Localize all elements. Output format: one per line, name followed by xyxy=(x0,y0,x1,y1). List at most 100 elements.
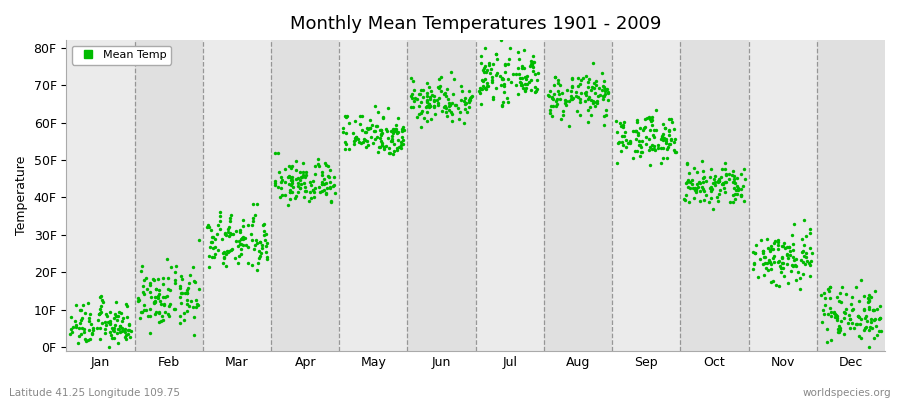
Point xyxy=(205,239,220,245)
Point xyxy=(870,306,885,312)
Point xyxy=(218,230,232,237)
Point xyxy=(734,192,749,198)
Point xyxy=(152,291,166,298)
Point xyxy=(406,104,420,110)
Point xyxy=(719,171,733,177)
Point xyxy=(151,294,166,301)
Point xyxy=(668,149,682,156)
Point xyxy=(328,190,342,197)
Point xyxy=(712,178,726,184)
Point xyxy=(410,114,424,120)
Point xyxy=(359,128,374,135)
Point xyxy=(843,325,858,331)
Point xyxy=(454,97,468,104)
Point xyxy=(830,317,844,324)
Point xyxy=(354,140,368,146)
Point xyxy=(544,113,559,120)
Point xyxy=(864,316,878,322)
Point xyxy=(788,262,803,268)
Point xyxy=(317,176,331,182)
Point xyxy=(772,258,787,264)
Point xyxy=(92,311,106,318)
Point xyxy=(763,266,778,272)
Point xyxy=(297,179,311,186)
Point xyxy=(717,178,732,185)
Point xyxy=(440,95,454,102)
Point xyxy=(551,80,565,86)
Point xyxy=(294,174,309,181)
Point xyxy=(599,112,614,118)
Point xyxy=(245,222,259,228)
Point xyxy=(857,293,871,299)
Point xyxy=(490,56,504,62)
Point xyxy=(374,137,388,144)
Point xyxy=(174,273,188,279)
Point xyxy=(224,246,238,252)
Point xyxy=(767,253,781,259)
Point xyxy=(122,322,136,328)
Point xyxy=(802,260,816,266)
Point xyxy=(688,186,703,193)
Point xyxy=(814,292,828,298)
Point xyxy=(193,286,207,292)
Point xyxy=(628,128,643,134)
Point xyxy=(623,140,637,146)
Point xyxy=(169,263,184,269)
Point xyxy=(289,158,303,164)
Point xyxy=(319,190,333,196)
Point xyxy=(685,177,699,184)
Point xyxy=(256,222,271,228)
Point xyxy=(427,97,441,103)
Point xyxy=(727,173,742,179)
Point xyxy=(107,335,122,342)
Point xyxy=(434,87,448,94)
Point xyxy=(386,126,400,132)
Point xyxy=(148,311,162,317)
Point xyxy=(597,93,611,99)
Point xyxy=(446,91,461,97)
Point xyxy=(235,222,249,229)
Point xyxy=(423,102,437,109)
Point xyxy=(572,95,587,102)
Point xyxy=(308,171,322,177)
Point xyxy=(404,91,419,97)
Point xyxy=(412,91,427,98)
Point xyxy=(570,108,584,114)
Point xyxy=(278,192,293,198)
Point xyxy=(110,317,124,323)
Point xyxy=(168,269,183,276)
Point xyxy=(549,103,563,110)
Point xyxy=(178,290,193,296)
Point xyxy=(381,134,395,141)
Point xyxy=(116,314,130,321)
Point xyxy=(727,180,742,186)
Point xyxy=(737,197,751,204)
Point xyxy=(152,319,166,326)
Point xyxy=(633,142,647,148)
Point xyxy=(680,178,694,185)
Point xyxy=(761,245,776,252)
Point xyxy=(327,174,341,180)
Point xyxy=(582,94,597,100)
Point xyxy=(495,103,509,109)
Point xyxy=(386,150,400,157)
Point xyxy=(480,80,494,86)
Point xyxy=(643,162,657,168)
Point xyxy=(609,160,624,166)
Point xyxy=(250,240,265,246)
Point xyxy=(818,302,832,308)
Point xyxy=(662,140,677,147)
Point xyxy=(132,297,147,304)
Point xyxy=(716,181,730,188)
Point xyxy=(766,246,780,252)
Point xyxy=(76,329,91,335)
Point xyxy=(216,250,230,256)
Point xyxy=(234,236,248,242)
Point xyxy=(683,185,698,191)
Point xyxy=(697,188,711,194)
Point xyxy=(637,116,652,122)
Point xyxy=(775,243,789,250)
Point xyxy=(273,194,287,200)
Point xyxy=(706,180,720,186)
Point xyxy=(130,298,145,304)
